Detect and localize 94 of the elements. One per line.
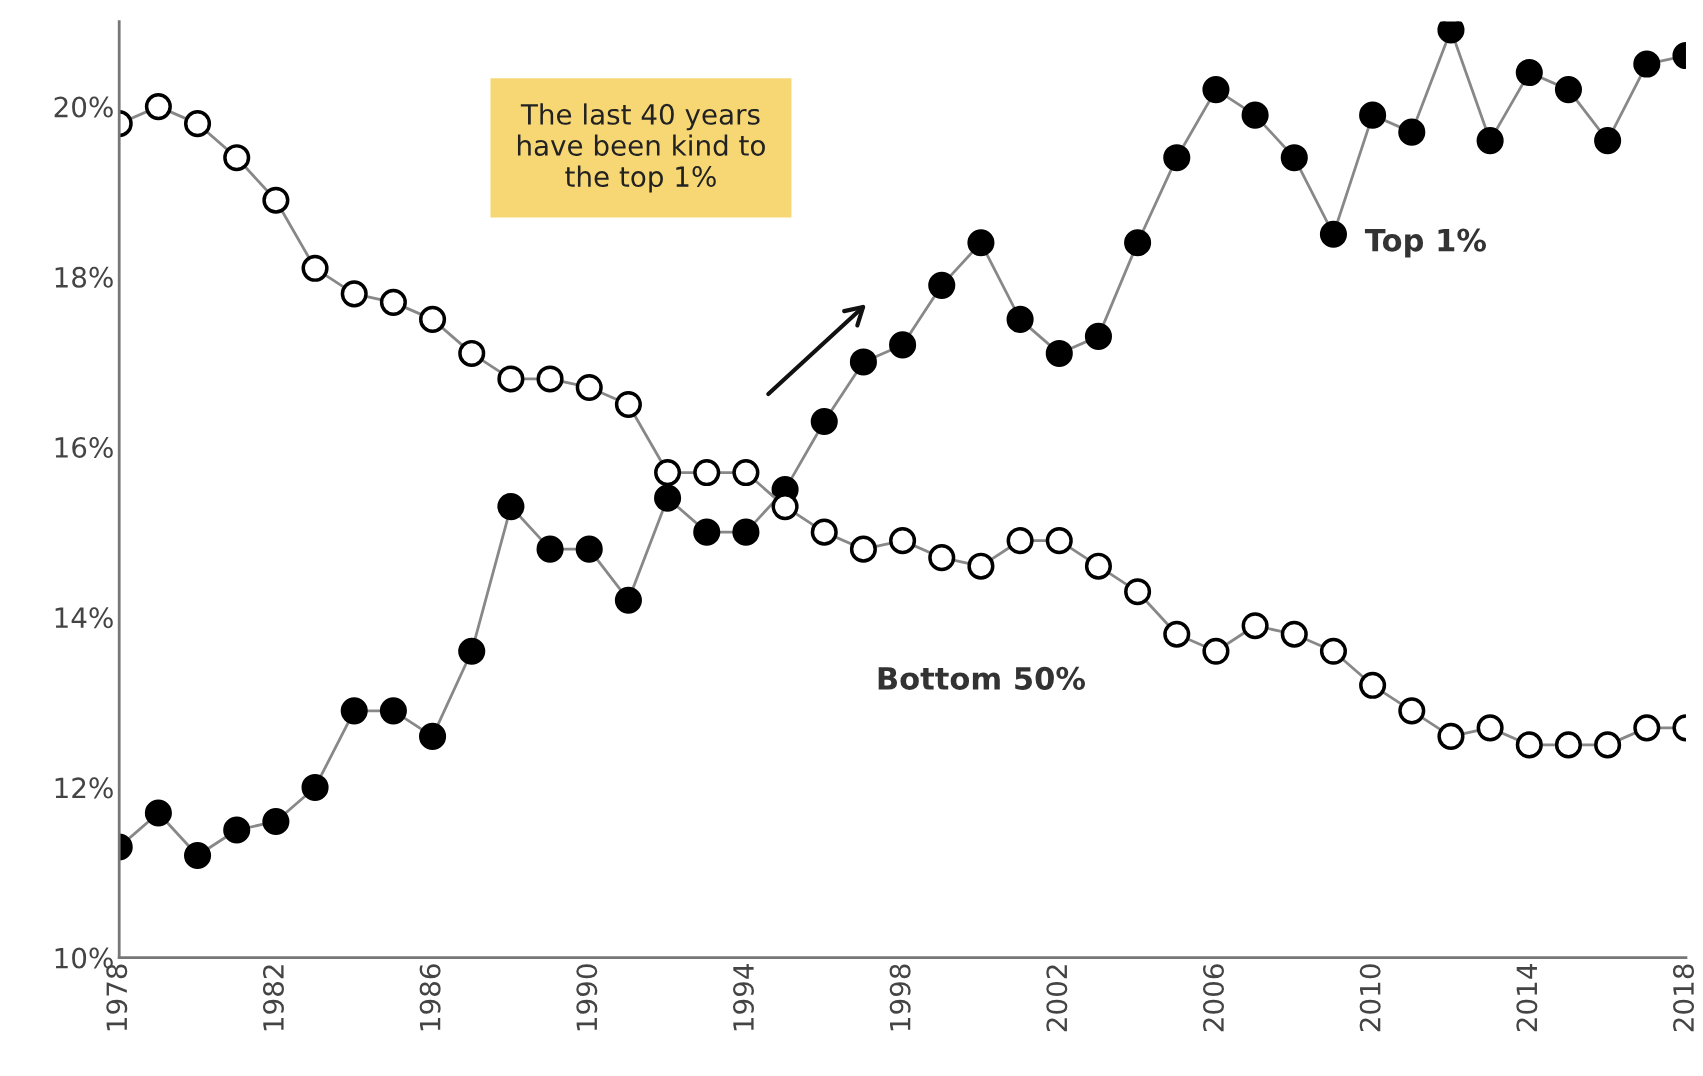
point — [536, 535, 564, 563]
point — [340, 280, 368, 308]
point — [1124, 578, 1152, 606]
point — [1280, 620, 1308, 648]
point — [654, 459, 682, 487]
point — [223, 144, 251, 172]
point — [1633, 50, 1661, 78]
point — [262, 186, 290, 214]
x-tick-label: 2002 — [1046, 965, 1068, 1032]
point — [223, 816, 251, 844]
x-tick-label: 2014 — [1516, 964, 1538, 1032]
point — [1202, 76, 1230, 104]
point — [1633, 714, 1661, 742]
point — [1163, 620, 1191, 648]
y-tick-label: 14% — [55, 607, 113, 629]
point — [1006, 305, 1034, 333]
point — [1594, 127, 1622, 155]
series-label: Top 1% — [1364, 228, 1486, 258]
point — [1124, 229, 1152, 257]
point — [1398, 697, 1426, 725]
point — [419, 722, 447, 750]
point — [379, 288, 407, 316]
point — [614, 390, 642, 419]
point — [1045, 527, 1073, 555]
point — [1476, 127, 1504, 155]
point — [1359, 101, 1387, 129]
point — [1515, 59, 1543, 87]
point — [810, 518, 838, 546]
y-tick-label: 12% — [55, 777, 113, 799]
x-tick-label: 2006 — [1202, 964, 1224, 1032]
point — [693, 518, 721, 546]
point — [849, 535, 877, 563]
point — [928, 544, 956, 572]
y-tick-label: 16% — [55, 436, 113, 458]
point — [1241, 101, 1269, 129]
point — [497, 493, 525, 521]
point — [1280, 144, 1308, 172]
point — [889, 527, 917, 555]
point — [1084, 322, 1112, 350]
point — [1594, 731, 1622, 759]
point — [771, 493, 799, 521]
x-tick-label: 1982 — [262, 965, 284, 1031]
point — [732, 518, 760, 546]
point — [1006, 527, 1034, 555]
x-tick-label: 1994 — [732, 964, 754, 1031]
point — [1554, 731, 1582, 759]
x-tick-label: 1986 — [419, 964, 441, 1031]
point — [379, 697, 407, 725]
point — [144, 93, 172, 121]
point — [144, 799, 172, 827]
x-tick-label: 1990 — [576, 964, 598, 1031]
point — [967, 552, 995, 580]
point — [1084, 552, 1112, 580]
point — [340, 697, 368, 725]
x-tick-label: 2018 — [1673, 964, 1695, 1032]
point — [1554, 76, 1582, 104]
point — [301, 773, 329, 801]
point — [184, 841, 212, 870]
point — [1045, 339, 1073, 367]
point — [458, 637, 486, 665]
point — [575, 535, 603, 563]
point — [967, 229, 995, 257]
point — [810, 407, 838, 436]
text: Bottom 50% — [878, 666, 1086, 690]
point — [419, 305, 447, 333]
point — [301, 254, 329, 282]
point — [849, 348, 877, 376]
y-tick-label: 20% — [54, 96, 113, 118]
point — [536, 365, 564, 393]
point — [693, 459, 721, 487]
x-tick-label: 1998 — [889, 964, 911, 1031]
point — [575, 373, 603, 401]
point — [1515, 731, 1543, 759]
x-tick-label: 2010 — [1359, 964, 1381, 1032]
annotation: The last 40 years have been kind to the top 1% — [517, 103, 765, 193]
point — [458, 339, 486, 367]
point — [184, 110, 212, 138]
point — [732, 459, 760, 487]
point — [1202, 637, 1230, 665]
point — [928, 271, 956, 299]
point — [262, 807, 290, 836]
point — [1437, 722, 1465, 750]
point — [1359, 671, 1387, 699]
point — [654, 484, 682, 512]
point — [614, 586, 642, 614]
point — [1398, 118, 1426, 146]
point — [1319, 637, 1347, 665]
point — [889, 331, 917, 359]
point — [497, 365, 525, 393]
point — [1319, 220, 1347, 248]
y-tick-label: 18% — [55, 266, 113, 288]
point — [1163, 144, 1191, 172]
point — [1241, 612, 1269, 640]
point — [1476, 714, 1504, 742]
